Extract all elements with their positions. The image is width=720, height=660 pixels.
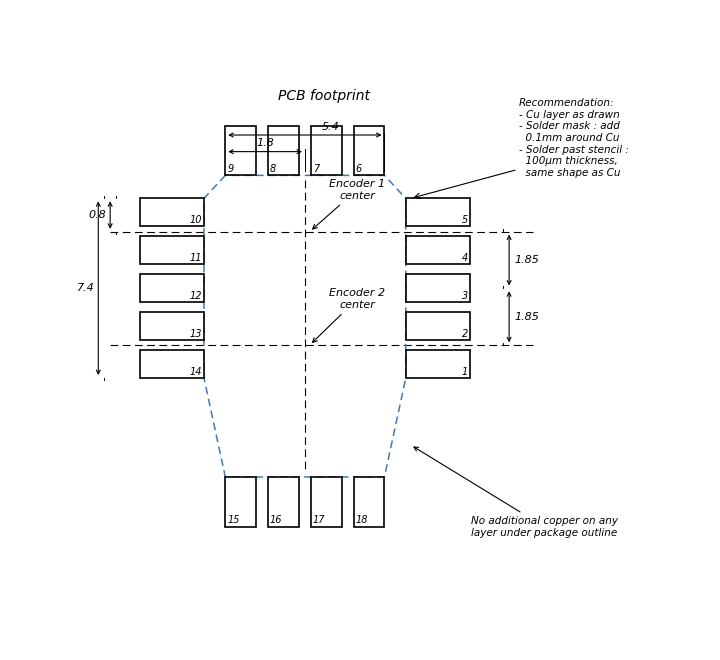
Text: PCB footprint: PCB footprint <box>278 88 370 103</box>
Text: 0.8: 0.8 <box>89 210 107 220</box>
Bar <box>406 236 470 264</box>
Text: 5.4: 5.4 <box>322 121 340 132</box>
Text: 17: 17 <box>312 515 325 525</box>
Text: Encoder 2
center: Encoder 2 center <box>312 288 385 343</box>
Text: 9: 9 <box>228 164 233 174</box>
Bar <box>268 125 299 176</box>
Text: 7: 7 <box>312 164 319 174</box>
Text: 8: 8 <box>270 164 276 174</box>
Bar <box>354 125 384 176</box>
Text: 7.4: 7.4 <box>77 283 94 293</box>
Text: 2: 2 <box>462 329 468 339</box>
Text: 4: 4 <box>462 253 468 263</box>
Text: 12: 12 <box>189 290 202 300</box>
Text: No additional copper on any
layer under package outline: No additional copper on any layer under … <box>414 447 618 538</box>
Bar <box>268 477 299 527</box>
Bar <box>406 312 470 340</box>
Bar <box>311 477 342 527</box>
Text: 3: 3 <box>462 290 468 300</box>
Bar <box>311 125 342 176</box>
Text: 1.8: 1.8 <box>256 139 274 148</box>
Bar <box>225 477 256 527</box>
Text: 16: 16 <box>270 515 282 525</box>
Bar <box>140 350 204 378</box>
Bar <box>225 125 256 176</box>
Bar <box>140 236 204 264</box>
Bar <box>140 312 204 340</box>
Text: Recommendation:
- Cu layer as drawn
- Solder mask : add
  0.1mm around Cu
- Sold: Recommendation: - Cu layer as drawn - So… <box>518 98 629 178</box>
Text: 1.85: 1.85 <box>515 255 540 265</box>
Bar <box>406 199 470 226</box>
Bar <box>406 350 470 378</box>
Text: 5: 5 <box>462 214 468 224</box>
Text: 13: 13 <box>189 329 202 339</box>
Bar <box>140 275 204 302</box>
Text: Encoder 1
center: Encoder 1 center <box>312 179 385 229</box>
Bar <box>354 477 384 527</box>
Text: 15: 15 <box>228 515 240 525</box>
Text: 1.85: 1.85 <box>515 312 540 322</box>
Text: 18: 18 <box>356 515 368 525</box>
Text: 11: 11 <box>189 253 202 263</box>
Text: 10: 10 <box>189 214 202 224</box>
Text: 6: 6 <box>356 164 361 174</box>
Bar <box>406 275 470 302</box>
Text: 1: 1 <box>462 366 468 376</box>
Text: 14: 14 <box>189 366 202 376</box>
Bar <box>140 199 204 226</box>
